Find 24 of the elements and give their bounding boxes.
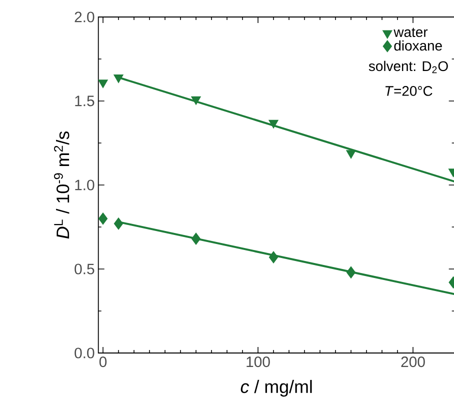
x-axis-title: c / mg/ml (240, 380, 312, 397)
point (114, 74, 124, 83)
y-tick-label: 0.0 (74, 348, 94, 358)
y-axis-title: D$^{L}$ / 10$^{-9}$ m$^{2}$/s (54, 131, 70, 239)
point (268, 120, 278, 128)
point (268, 251, 278, 264)
point (346, 266, 356, 278)
legend-label: water (394, 28, 428, 38)
x-tick-label: 100 (246, 356, 270, 368)
x-tick-label: 0 (99, 356, 107, 368)
point (346, 150, 356, 159)
y-tick-label: 2.0 (74, 12, 94, 22)
point (98, 80, 108, 88)
point (98, 212, 108, 225)
point (114, 218, 124, 230)
y-tick-label: 0.5 (74, 264, 94, 274)
legend-label: dioxane (394, 40, 442, 51)
y-tick-label: 1.5 (75, 96, 94, 106)
point (191, 96, 201, 105)
point (191, 232, 201, 245)
y-tick-label: 1.0 (75, 180, 94, 190)
annotation: T=20°C (385, 86, 432, 96)
x-tick-label: 200 (401, 356, 425, 368)
annotation: solvent: D$_{2}$O (368, 60, 448, 74)
